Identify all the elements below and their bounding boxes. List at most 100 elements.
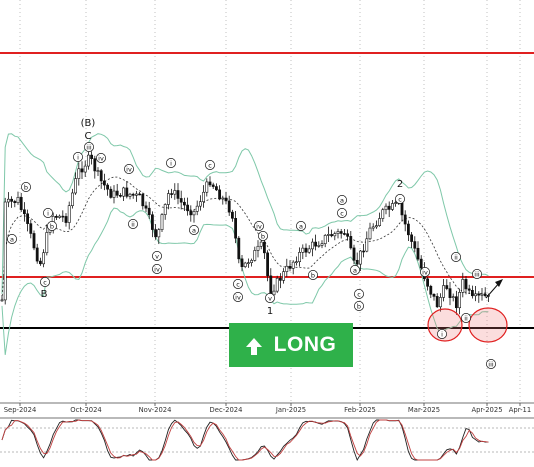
candle-body (282, 271, 286, 281)
x-tick-label: Jan-2025 (275, 406, 306, 414)
wave-label-circle (166, 158, 176, 168)
candle-body (22, 209, 26, 215)
candle-body (317, 245, 321, 247)
candle-body (3, 201, 7, 301)
wave-label: C (85, 131, 92, 142)
candle-body (205, 181, 209, 193)
candle-body (314, 241, 318, 247)
candle-body (141, 193, 145, 207)
wave-label: a (10, 235, 14, 243)
candle-body (38, 260, 42, 265)
candle-body (221, 197, 225, 200)
wave-label: b (50, 222, 54, 230)
wave-label-circle (296, 221, 306, 231)
candle-body (288, 265, 292, 269)
bollinger-upper (1, 133, 489, 294)
candle-body (83, 165, 87, 173)
candle-body (192, 211, 196, 216)
wave-label: ii (131, 220, 135, 228)
candle-body (64, 216, 68, 223)
candle-body (109, 188, 113, 198)
wave-label-circle (354, 289, 364, 299)
candle-body (80, 168, 84, 173)
wave-label-circle (152, 251, 162, 261)
candle-body (144, 205, 148, 209)
wave-label: iii (474, 270, 480, 278)
candle-body (326, 234, 330, 236)
candle-body (176, 190, 180, 199)
wave-label-circle (258, 231, 268, 241)
wave-label-circle (486, 359, 496, 369)
wave-label: iv (98, 154, 104, 162)
candle-body (403, 214, 407, 225)
candle-body (227, 200, 231, 213)
candle-body (413, 241, 417, 249)
candle-body (93, 158, 97, 172)
wave-label-circle (205, 160, 215, 170)
wave-label: b (24, 183, 28, 191)
candle-body (477, 293, 481, 296)
candle-body (250, 260, 254, 263)
candle-body (458, 292, 462, 309)
long-signal-label: LONG (273, 333, 337, 356)
candle-body (189, 210, 193, 216)
candle-body (67, 205, 71, 223)
candle-body (365, 238, 369, 252)
candle-body (112, 190, 116, 198)
wave-label: v (155, 252, 159, 260)
candle-body (160, 214, 164, 230)
candle-body (224, 197, 228, 202)
candle-body (106, 184, 110, 190)
x-tick-label: Feb-2025 (344, 406, 376, 414)
candle-body (445, 285, 449, 289)
candle-body (461, 279, 465, 293)
candle-body (151, 214, 154, 230)
candle-body (426, 278, 430, 287)
candle-body (474, 293, 478, 297)
candle-body (61, 215, 65, 218)
candle-body (157, 229, 161, 238)
candle-body (29, 223, 33, 234)
candle-body (384, 205, 388, 211)
wave-label-circle (7, 234, 17, 244)
candle-body (45, 232, 49, 254)
wave-label: a (299, 222, 303, 230)
candle-body (301, 247, 305, 253)
candle-body (291, 261, 295, 269)
x-tick-label: Sep-2024 (4, 406, 37, 414)
candle-body (183, 201, 186, 206)
candle-body (167, 193, 170, 205)
candle-body (125, 187, 129, 197)
candle-body (154, 229, 158, 238)
wave-label-circle (233, 292, 243, 302)
candle-body (234, 218, 238, 239)
wave-label: c (398, 195, 402, 203)
wave-label-circle (337, 195, 347, 205)
x-tick-label: Nov-2024 (139, 406, 172, 414)
wave-label: iii (488, 360, 494, 368)
candle-body (135, 193, 138, 196)
x-tick-label: Apr-11 (509, 406, 531, 414)
moving-average (1, 176, 489, 300)
candle-body (35, 247, 39, 262)
candle-body (368, 227, 372, 240)
wave-label-circle (96, 153, 106, 163)
wave-label-circle (152, 264, 162, 274)
candle-body (272, 290, 276, 296)
candle-body (179, 198, 183, 203)
candle-body (371, 226, 375, 229)
wave-label-circle (451, 252, 461, 262)
wave-label-circle (73, 152, 83, 162)
candle-body (10, 198, 14, 202)
candle-body (87, 154, 90, 167)
candle-body (262, 241, 266, 254)
wave-label-circle (265, 293, 275, 303)
candle-body (138, 193, 142, 196)
candle-body (58, 215, 62, 218)
candle-body (483, 293, 487, 297)
candle-body (218, 189, 222, 200)
x-tick-label: Mar-2025 (408, 406, 440, 414)
candle-body (7, 198, 10, 203)
